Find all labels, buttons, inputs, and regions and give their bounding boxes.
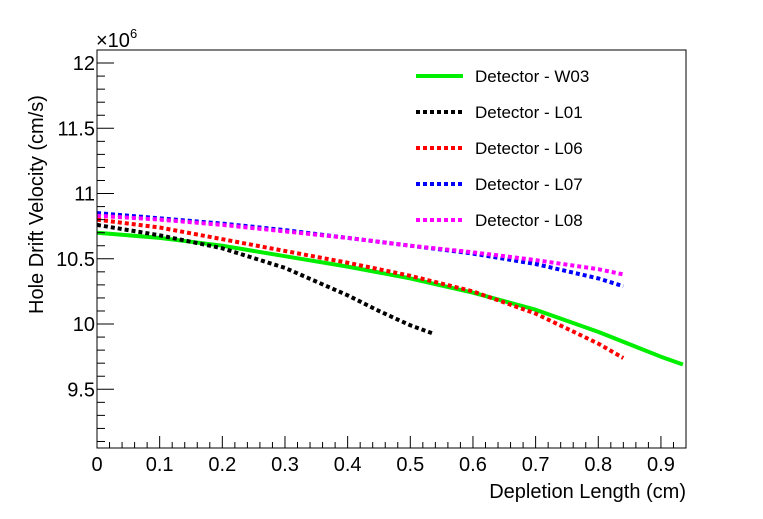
y-tick-label: 10 [73,314,95,336]
x-tick-label: 0.7 [522,454,550,476]
series-line-detector-l06 [96,217,625,360]
axes-layer: 0 0.1 0.2 0.3 0.4 0.5 0.6 0.7 0.8 0.9 9.5 10 10.5 11 1… [56,49,687,476]
legend-label: Detector - L08 [475,211,583,230]
plot-frame [96,49,687,449]
y-tick-label: 12 [73,53,95,75]
x-tick-label: 0.2 [208,454,236,476]
x-tick-label: 0.5 [396,454,424,476]
x-tick-label: 0.9 [647,454,675,476]
legend-label: Detector - L06 [475,139,583,158]
y-tick-label: 11 [74,184,95,206]
series-layer [96,211,684,367]
x-tick-label: 0.3 [271,454,299,476]
series-line-detector-l08 [96,213,624,277]
legend-label: Detector - W03 [475,67,589,86]
y-multiplier-exponent: 6 [130,26,137,41]
series-line-detector-l01 [96,222,433,336]
y-tick-label: 11.5 [58,118,95,140]
x-tick-label: 0.6 [459,454,487,476]
x-tick-label: 0.4 [334,454,362,476]
y-multiplier-base: ×10 [96,30,130,52]
x-tick-label: 0.1 [146,454,174,476]
y-axis-multiplier: ×106 [96,26,137,52]
legend-label: Detector - L01 [475,103,583,122]
y-tick-label: 10.5 [56,249,95,271]
y-axis-title: Hole Drift Velocity (cm/s) [26,95,48,314]
x-axis-title: Depletion Length (cm) [489,481,686,503]
y-tick-label: 9.5 [67,379,95,401]
legend-label: Detector - L07 [475,175,583,194]
x-tick-label: 0 [91,454,102,476]
x-tick-label: 0.8 [584,454,612,476]
legend: Detector - W03 Detector - L01 Detector - L… [416,67,589,230]
